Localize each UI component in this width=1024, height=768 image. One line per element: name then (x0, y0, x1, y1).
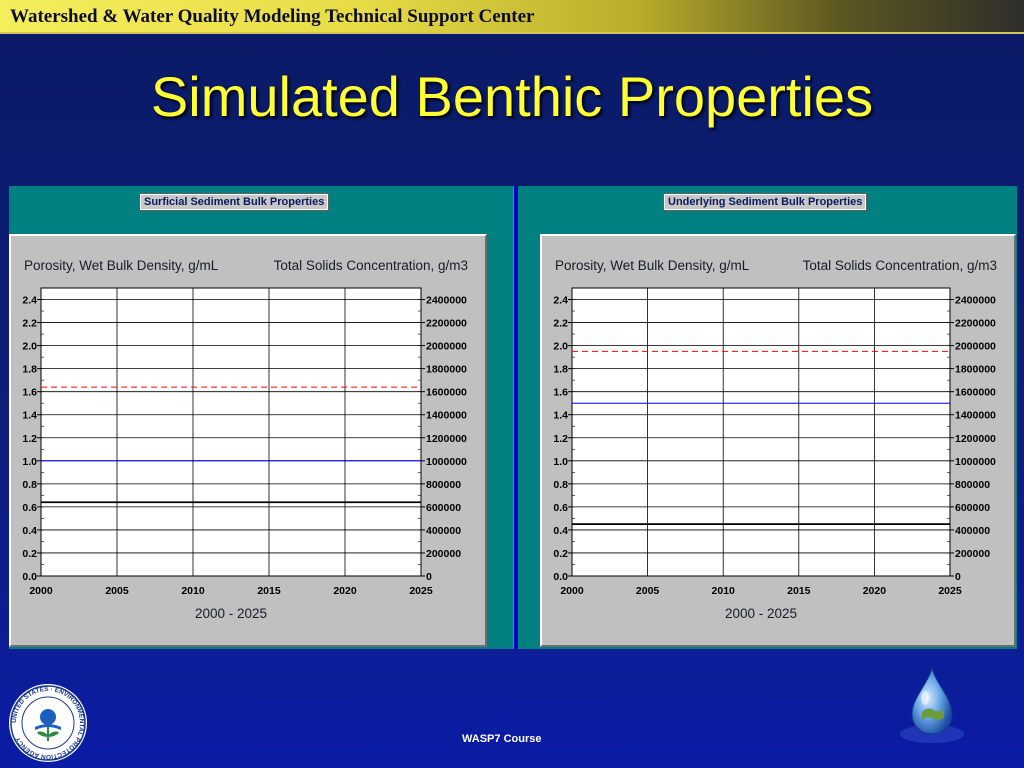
y2-tick-label: 800000 (426, 479, 461, 491)
x-tick-label: 2025 (938, 585, 962, 597)
y2-axis-label: Total Solids Concentration, g/m3 (274, 258, 468, 273)
y-tick-label: 0.8 (553, 479, 568, 491)
y2-tick-label: 1400000 (955, 410, 996, 422)
x-axis-label: 2000 - 2025 (725, 606, 797, 621)
y2-tick-label: 1000000 (955, 456, 996, 468)
plot-area (40, 287, 422, 577)
y2-tick-label: 2200000 (426, 318, 467, 330)
y2-tick-label: 1200000 (426, 433, 467, 445)
x-tick-label: 2010 (181, 585, 205, 597)
x-tick-label: 2020 (333, 585, 357, 597)
water-drop-logo-icon (900, 667, 964, 743)
header-title: Watershed & Water Quality Modeling Techn… (10, 6, 535, 27)
x-tick-label: 2025 (409, 585, 433, 597)
surficial-chart: Porosity, Wet Bulk Density, g/mL Total So… (22, 258, 468, 621)
y2-tick-label: 600000 (955, 502, 990, 514)
y-tick-label: 1.8 (553, 364, 568, 376)
y-tick-label: 0.2 (553, 548, 568, 560)
y2-tick-label: 1800000 (426, 364, 467, 376)
y-tick-label: 1.4 (22, 410, 37, 422)
y-tick-label: 0.2 (22, 548, 37, 560)
y2-axis-label: Total Solids Concentration, g/m3 (803, 258, 997, 273)
y-tick-label: 1.2 (553, 433, 568, 445)
y2-tick-label: 400000 (955, 525, 990, 537)
y-tick-label: 1.0 (22, 456, 37, 468)
x-tick-label: 2000 (29, 585, 53, 597)
y-tick-label: 0.6 (22, 502, 37, 514)
y-tick-label: 2.0 (553, 341, 568, 353)
y-tick-label: 0.4 (553, 525, 568, 537)
y-tick-label: 2.2 (22, 318, 37, 330)
y-tick-label: 2.4 (553, 295, 568, 307)
y-tick-label: 2.4 (22, 295, 37, 307)
surficial-panel: Surficial Sediment Bulk Properties Poros… (9, 186, 513, 649)
y-tick-label: 0.6 (553, 502, 568, 514)
underlying-panel-heading: Underlying Sediment Bulk Properties (662, 193, 868, 211)
y-tick-label: 1.0 (553, 456, 568, 468)
y-tick-label: 0.0 (553, 571, 568, 583)
y2-tick-label: 200000 (955, 548, 990, 560)
y2-tick-label: 800000 (955, 479, 990, 491)
underlying-chart: Porosity, Wet Bulk Density, g/mL Total So… (553, 258, 997, 621)
y-axis-label: Porosity, Wet Bulk Density, g/mL (555, 258, 750, 273)
y2-tick-label: 2200000 (955, 318, 996, 330)
y2-tick-label: 1600000 (955, 387, 996, 399)
surficial-chart-box: Porosity, Wet Bulk Density, g/mL Total So… (9, 234, 487, 647)
x-tick-label: 2005 (636, 585, 660, 597)
y2-tick-label: 2000000 (955, 341, 996, 353)
y-tick-label: 1.6 (553, 387, 568, 399)
surficial-panel-heading: Surficial Sediment Bulk Properties (138, 193, 330, 211)
underlying-panel: Underlying Sediment Bulk Properties Poro… (518, 186, 1017, 649)
y2-tick-label: 1200000 (955, 433, 996, 445)
slide-title: Simulated Benthic Properties (150, 65, 874, 128)
y-tick-label: 2.2 (553, 318, 568, 330)
y2-tick-label: 1000000 (426, 456, 467, 468)
y-tick-label: 1.6 (22, 387, 37, 399)
x-tick-label: 2000 (560, 585, 584, 597)
x-tick-label: 2020 (863, 585, 887, 597)
y2-tick-label: 0 (955, 571, 961, 583)
underlying-chart-box: Porosity, Wet Bulk Density, g/mL Total So… (540, 234, 1016, 647)
y2-tick-label: 1400000 (426, 410, 467, 422)
x-tick-label: 2010 (712, 585, 736, 597)
y2-tick-label: 1800000 (955, 364, 996, 376)
y-tick-label: 0.4 (22, 525, 37, 537)
y2-tick-label: 2400000 (426, 295, 467, 307)
header-bar: Watershed & Water Quality Modeling Techn… (0, 0, 1024, 34)
y-tick-label: 1.4 (553, 410, 568, 422)
y-tick-label: 0.8 (22, 479, 37, 491)
y2-tick-label: 2400000 (955, 295, 996, 307)
x-tick-label: 2005 (105, 585, 129, 597)
y2-tick-label: 400000 (426, 525, 461, 537)
y-tick-label: 0.0 (22, 571, 37, 583)
plot-area (571, 287, 951, 577)
y2-tick-label: 600000 (426, 502, 461, 514)
panel-divider[interactable] (513, 186, 519, 649)
y2-tick-label: 200000 (426, 548, 461, 560)
y-tick-label: 1.8 (22, 364, 37, 376)
y-tick-label: 1.2 (22, 433, 37, 445)
x-axis-label: 2000 - 2025 (195, 606, 267, 621)
y2-tick-label: 1600000 (426, 387, 467, 399)
x-tick-label: 2015 (257, 585, 281, 597)
y2-tick-label: 0 (426, 571, 432, 583)
footer-course: WASP7 Course (462, 733, 542, 745)
x-tick-label: 2015 (787, 585, 811, 597)
y-tick-label: 2.0 (22, 341, 37, 353)
epa-seal-icon: UNITED STATES · ENVIRONMENTAL PROTECTION… (9, 684, 87, 762)
y2-tick-label: 2000000 (426, 341, 467, 353)
y-axis-label: Porosity, Wet Bulk Density, g/mL (24, 258, 219, 273)
